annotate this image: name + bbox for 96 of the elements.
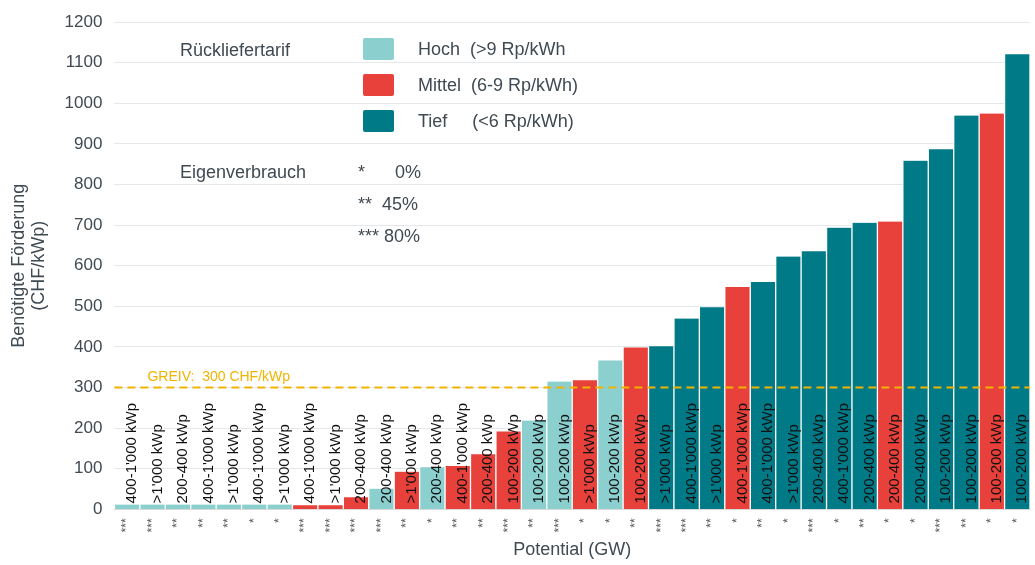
y-tick-label: 1200 bbox=[64, 11, 103, 31]
y-tick-label: 500 bbox=[74, 296, 103, 316]
data-label: 200-400 kWp bbox=[859, 414, 877, 504]
data-label: 100-200 kWp bbox=[605, 414, 623, 504]
data-label: 100-200 kWp bbox=[986, 414, 1004, 504]
x-tick-label: * bbox=[907, 518, 922, 524]
x-tick-label: ** bbox=[170, 518, 185, 528]
data-label: 400-1'000 kWp bbox=[300, 402, 318, 504]
data-label: 200-400 kWp bbox=[427, 414, 445, 504]
data-label: 100-200 kWp bbox=[961, 414, 979, 504]
x-tick-label: *** bbox=[322, 518, 337, 533]
data-label: 100-200 kWp bbox=[1012, 414, 1030, 504]
data-label: 400-1'000 kWp bbox=[758, 402, 776, 504]
data-label: 200-400 kWp bbox=[173, 414, 191, 504]
x-tick-label: * bbox=[780, 518, 795, 524]
y-tick-label: 0 bbox=[92, 499, 103, 519]
x-tick-label: * bbox=[831, 518, 846, 524]
y-tick-label: 1000 bbox=[64, 93, 103, 113]
y-tick-label: 900 bbox=[74, 133, 103, 153]
x-tick-label: *** bbox=[933, 518, 948, 533]
x-tick-label: *** bbox=[806, 518, 821, 533]
annotation: * 0% bbox=[358, 162, 422, 183]
x-tick-label: *** bbox=[653, 518, 668, 533]
x-tick-label: * bbox=[882, 518, 897, 524]
x-tick-label: ** bbox=[958, 518, 973, 528]
data-label: 400-1'000 kWp bbox=[834, 402, 852, 504]
data-label: 400-1'000 kWp bbox=[732, 402, 750, 504]
x-tick-label: *** bbox=[119, 518, 134, 533]
annotation: Eigenverbrauch bbox=[180, 162, 307, 183]
y-tick-label: 1100 bbox=[65, 52, 103, 72]
x-tick-label: * bbox=[984, 518, 999, 524]
x-tick-label: *** bbox=[678, 518, 693, 533]
data-label: >1'000 kWp bbox=[147, 424, 165, 504]
y-tick-label: 600 bbox=[74, 255, 103, 275]
legend-label: Mittel (6-9 Rp/kWh) bbox=[418, 74, 579, 96]
data-label: 100-200 kWp bbox=[554, 414, 572, 504]
data-label: 100-200 kWp bbox=[630, 414, 648, 504]
x-tick-label: * bbox=[577, 518, 592, 524]
data-label: 100-200 kWp bbox=[529, 414, 547, 504]
y-tick-label: 800 bbox=[74, 174, 103, 194]
annotation: *** 80% bbox=[358, 226, 421, 247]
x-tick-label: *** bbox=[297, 518, 312, 533]
x-tick-label: * bbox=[1009, 518, 1024, 524]
data-label: >1'000 kWp bbox=[274, 424, 292, 504]
y-axis-title: Benötigte Förderung (CHF/kWp) bbox=[7, 183, 48, 348]
x-tick-label: * bbox=[272, 518, 287, 524]
data-label: 400-1'000 kWp bbox=[249, 402, 267, 504]
data-label: >1'000 kWp bbox=[580, 424, 598, 504]
data-label: >1'000 kWp bbox=[325, 424, 343, 504]
y-tick-label: 200 bbox=[74, 417, 103, 437]
data-label: 100-200 kWp bbox=[936, 414, 954, 504]
legend-title: Rückliefertarif bbox=[180, 40, 291, 61]
y-tick-label: 300 bbox=[74, 377, 103, 397]
data-label: 400-1'000 kWp bbox=[452, 402, 470, 504]
x-tick-label: ** bbox=[857, 518, 871, 528]
x-axis-title: Potential (GW) bbox=[513, 539, 632, 560]
data-label: 200-400 kWp bbox=[376, 414, 394, 504]
y-tick-label: 100 bbox=[74, 458, 103, 478]
x-tick-label: ** bbox=[755, 518, 770, 528]
data-label: 400-1'000 kWp bbox=[198, 402, 216, 504]
data-label: >1'000 kWp bbox=[402, 424, 420, 504]
data-label: 100-200 kWp bbox=[503, 414, 521, 504]
annotation: ** 45% bbox=[358, 194, 419, 215]
x-tick-label: *** bbox=[373, 518, 388, 533]
data-label: 400-1'000 kWp bbox=[681, 402, 699, 504]
x-tick-label: ** bbox=[526, 518, 541, 528]
data-label: 200-400 kWp bbox=[351, 414, 369, 504]
data-label: 400-1'000 kWp bbox=[122, 402, 140, 504]
x-tick-label: ** bbox=[704, 518, 719, 528]
data-label: >1'000 kWp bbox=[707, 424, 725, 504]
x-tick-label: *** bbox=[500, 518, 515, 533]
x-tick-label: *** bbox=[144, 518, 159, 533]
x-tick-label: * bbox=[729, 518, 744, 524]
data-label: >1'000 kWp bbox=[656, 424, 674, 504]
x-tick-label: ** bbox=[475, 518, 490, 528]
data-label: 200-400 kWp bbox=[478, 414, 496, 504]
x-tick-label: * bbox=[602, 518, 617, 524]
x-tick-label: *** bbox=[551, 518, 566, 533]
data-label: >1'000 kWp bbox=[224, 424, 242, 504]
data-label: 200-400 kWp bbox=[808, 414, 826, 504]
x-tick-label: ** bbox=[221, 518, 236, 528]
x-tick-label: ** bbox=[450, 518, 465, 528]
x-tick-label: ** bbox=[195, 518, 210, 528]
y-tick-label: 400 bbox=[74, 336, 103, 356]
legend-label: Hoch (>9 Rp/kWh bbox=[418, 38, 566, 60]
legend-label: Tief (<6 Rp/kWh) bbox=[418, 110, 574, 132]
y-tick-label: 700 bbox=[74, 214, 103, 234]
data-label: >1'000 kWp bbox=[783, 424, 801, 504]
x-tick-label: ** bbox=[628, 518, 643, 528]
x-tick-label: ** bbox=[399, 518, 414, 528]
x-tick-label: *** bbox=[348, 518, 363, 533]
x-tick-label: * bbox=[246, 518, 261, 524]
ref-line-label: GREIV: 300 CHF/kWp bbox=[147, 368, 291, 385]
data-label: 200-400 kWp bbox=[910, 414, 928, 504]
data-label: 200-400 kWp bbox=[885, 414, 903, 504]
x-tick-label: * bbox=[424, 518, 439, 524]
